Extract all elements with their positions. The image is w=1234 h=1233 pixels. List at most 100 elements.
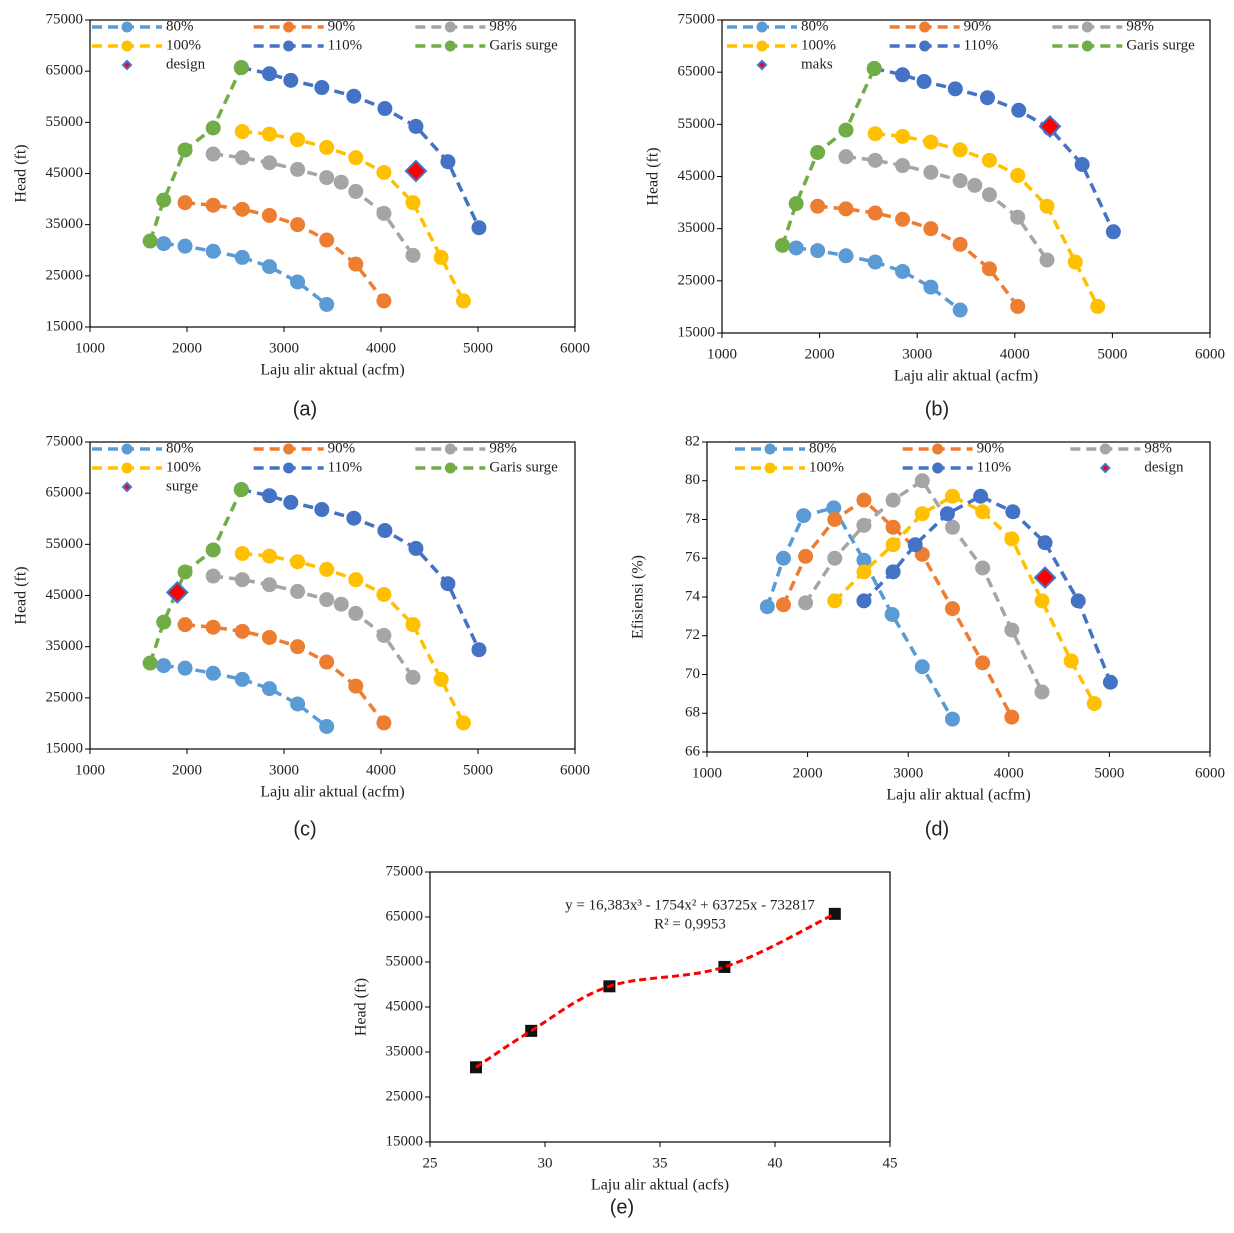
legend-label: Garis surge — [489, 37, 558, 53]
marker — [156, 236, 172, 252]
marker — [944, 601, 960, 617]
x-tick-label: 40 — [768, 1155, 783, 1171]
marker — [796, 508, 812, 524]
x-axis-title: Laju alir aktual (acfm) — [894, 368, 1038, 385]
marker — [981, 261, 997, 277]
marker — [919, 21, 931, 33]
marker — [764, 443, 776, 455]
chart: 66 68 70 72 74 76 78 80 82 1000 2000 3000 4000 5000 60… — [630, 433, 1225, 840]
marker — [775, 237, 791, 253]
legend-entry: design — [121, 56, 206, 72]
marker — [319, 561, 335, 577]
x-tick-label: 45 — [883, 1155, 898, 1171]
x-tick-label: 3000 — [269, 340, 299, 356]
marker — [827, 593, 843, 609]
marker — [788, 240, 804, 256]
series-line — [240, 487, 481, 651]
marker — [856, 552, 872, 568]
marker — [856, 593, 872, 609]
marker — [405, 195, 421, 211]
legend-entry: 90% — [889, 18, 992, 34]
plot — [759, 473, 1118, 727]
marker — [885, 537, 901, 553]
chart: 15000 25000 35000 45000 55000 65000 75000 1000 2… — [645, 11, 1225, 420]
marker — [261, 259, 277, 275]
series-line — [862, 494, 1113, 683]
y-tick-label: 25000 — [678, 272, 716, 288]
marker — [810, 243, 826, 259]
x-axis-title: Laju alir aktual (acfm) — [260, 784, 404, 801]
marker — [895, 67, 911, 83]
marker — [827, 512, 843, 527]
marker — [759, 599, 775, 615]
marker — [856, 517, 872, 533]
marker — [919, 40, 931, 52]
marker — [756, 40, 768, 52]
x-tick-label: 6000 — [1195, 765, 1225, 781]
marker — [916, 74, 932, 90]
y-tick-label: 45000 — [678, 168, 716, 184]
marker — [944, 519, 960, 535]
series-line — [804, 478, 1044, 693]
legend-entry: 90% — [253, 440, 355, 456]
marker — [838, 122, 854, 138]
marker — [121, 462, 133, 474]
legend-label: 98% — [489, 18, 517, 34]
marker — [914, 506, 930, 522]
legend-label: 110% — [328, 459, 362, 475]
x-tick-label: 6000 — [560, 762, 590, 778]
y-tick-label: 82 — [685, 433, 700, 449]
marker — [283, 21, 295, 33]
marker — [233, 482, 249, 498]
marker — [408, 118, 424, 134]
y-tick-label: 65000 — [46, 485, 84, 501]
y-tick-label: 66 — [685, 743, 701, 759]
marker — [444, 462, 456, 474]
marker — [895, 128, 911, 144]
x-tick-label: 1000 — [692, 765, 722, 781]
marker — [261, 155, 277, 171]
legend-entry: 90% — [253, 18, 355, 34]
legend-entry: 80% — [92, 440, 194, 456]
marker — [471, 642, 487, 658]
legend-label: design — [1144, 459, 1184, 475]
marker — [1004, 709, 1020, 725]
marker — [827, 550, 843, 566]
y-tick-label: 25000 — [386, 1088, 424, 1104]
x-tick-label: 4000 — [366, 762, 396, 778]
legend-label: maks — [801, 56, 833, 72]
marker — [1081, 40, 1093, 52]
x-tick-label: 4000 — [994, 765, 1024, 781]
marker — [314, 80, 330, 96]
legend-entry: 100% — [727, 37, 836, 53]
marker — [1010, 209, 1026, 225]
legend-label: 90% — [964, 18, 992, 34]
series-line — [240, 65, 481, 229]
y-tick-label: 75000 — [46, 11, 84, 27]
marker — [828, 907, 841, 920]
marker — [205, 542, 221, 558]
marker — [932, 462, 944, 474]
marker — [444, 40, 456, 52]
legend-label: 110% — [977, 459, 1011, 475]
legend-entry: 80% — [727, 18, 829, 34]
marker — [121, 481, 133, 493]
marker — [319, 296, 335, 312]
legend-entry: 98% — [415, 440, 517, 456]
marker — [471, 220, 487, 236]
y-tick-label: 15000 — [46, 318, 84, 334]
legend-entry: 98% — [415, 18, 517, 34]
marker — [205, 619, 221, 635]
marker — [444, 21, 456, 33]
y-axis-title: Head (ft) — [645, 147, 662, 205]
marker — [405, 247, 421, 263]
legend-label: 110% — [328, 37, 362, 53]
marker — [319, 170, 335, 186]
x-tick-label: 5000 — [463, 762, 493, 778]
marker — [261, 66, 277, 82]
marker — [952, 142, 968, 158]
marker — [798, 548, 814, 564]
marker — [142, 233, 158, 249]
y-tick-label: 80 — [685, 472, 700, 488]
